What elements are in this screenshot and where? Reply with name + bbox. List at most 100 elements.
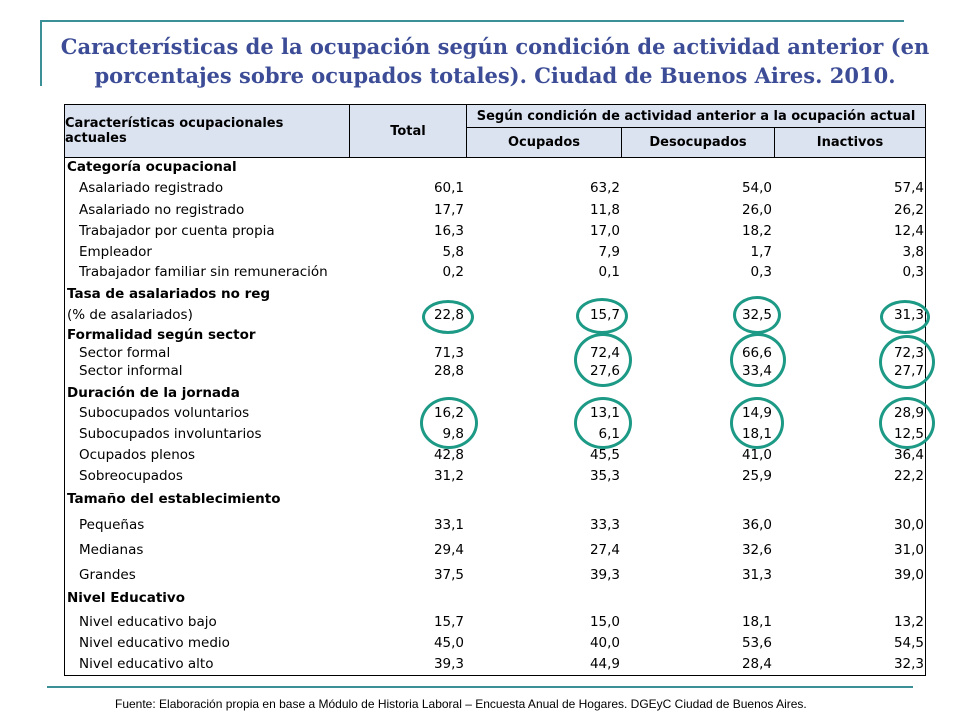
cell-inactivos: 36,4	[893, 447, 924, 463]
cell-ocupados: 0,1	[598, 264, 620, 280]
highlight-circle	[422, 300, 474, 334]
cell-inactivos: 54,5	[893, 635, 924, 651]
cell-ocupados: 15,0	[589, 614, 620, 630]
table-row: Nivel educativo bajo 15,7 15,0 18,1 13,2	[65, 614, 925, 634]
cell-desocupados: 26,0	[741, 202, 772, 218]
cell-desocupados: 25,9	[741, 468, 772, 484]
section-label: Categoría ocupacional	[67, 159, 237, 175]
cell-total: 39,3	[433, 656, 464, 672]
cell-ocupados: 33,3	[589, 517, 620, 533]
header-col-desocupados: Desocupados	[621, 127, 775, 158]
cell-inactivos: 22,2	[893, 468, 924, 484]
cell-total: 33,1	[433, 517, 464, 533]
section-row: Nivel Educativo	[65, 590, 925, 610]
row-label: Nivel educativo alto	[79, 656, 214, 672]
table-row: Trabajador por cuenta propia 16,3 17,0 18,2…	[65, 223, 925, 243]
row-label: Medianas	[79, 542, 144, 558]
cell-desocupados: 41,0	[741, 447, 772, 463]
row-label: (% de asalariados)	[67, 307, 193, 323]
cell-total: 17,7	[433, 202, 464, 218]
highlight-circle	[879, 397, 935, 449]
highlight-circle	[879, 335, 935, 389]
row-label: Empleador	[79, 244, 152, 260]
cell-inactivos: 13,2	[893, 614, 924, 630]
cell-inactivos: 31,0	[893, 542, 924, 558]
cell-inactivos: 32,3	[893, 656, 924, 672]
cell-total: 45,0	[433, 635, 464, 651]
cell-desocupados: 0,3	[750, 264, 772, 280]
table-row: Empleador 5,8 7,9 1,7 3,8	[65, 244, 925, 264]
row-label: Ocupados plenos	[79, 447, 196, 463]
row-label: Nivel educativo bajo	[79, 614, 217, 630]
cell-total: 5,8	[442, 244, 464, 260]
table-row: Asalariado no registrado 17,7 11,8 26,0 26,2	[65, 202, 925, 222]
highlight-circle	[574, 397, 632, 449]
section-row: Duración de la jornada	[65, 385, 925, 405]
source-footnote: Fuente: Elaboración propia en base a Mód…	[115, 697, 807, 711]
section-label: Tamaño del establecimiento	[67, 491, 281, 507]
page-title: Características de la ocupación según co…	[60, 34, 930, 88]
cell-inactivos: 57,4	[893, 180, 924, 196]
header-col-inactivos: Inactivos	[774, 127, 926, 158]
cell-total: 28,8	[433, 363, 464, 379]
row-label: Grandes	[79, 567, 136, 583]
cell-ocupados: 35,3	[589, 468, 620, 484]
cell-inactivos: 30,0	[893, 517, 924, 533]
cell-inactivos: 26,2	[893, 202, 924, 218]
cell-inactivos: 12,4	[893, 223, 924, 239]
header-group: Según condición de actividad anterior a …	[466, 104, 926, 128]
header-col-ocupados: Ocupados	[466, 127, 622, 158]
cell-ocupados: 44,9	[589, 656, 620, 672]
table-row: Grandes 37,5 39,3 31,3 39,0	[65, 567, 925, 587]
cell-desocupados: 54,0	[741, 180, 772, 196]
cell-inactivos: 39,0	[893, 567, 924, 583]
cell-total: 29,4	[433, 542, 464, 558]
cell-desocupados: 53,6	[741, 635, 772, 651]
highlight-circle	[730, 397, 784, 449]
top-rule	[42, 20, 904, 22]
table-row: Sector informal 28,8 27,6 33,4 27,7	[65, 363, 925, 383]
cell-total: 31,2	[433, 468, 464, 484]
header-characteristics: Características ocupacionales actuales	[64, 104, 350, 158]
highlight-circle	[880, 300, 930, 334]
cell-ocupados: 39,3	[589, 567, 620, 583]
cell-ocupados: 40,0	[589, 635, 620, 651]
cell-total: 42,8	[433, 447, 464, 463]
table-row: Nivel educativo alto 39,3 44,9 28,4 32,3	[65, 656, 925, 676]
cell-total: 0,2	[442, 264, 464, 280]
left-rule	[40, 20, 42, 86]
table-row: Sobreocupados 31,2 35,3 25,9 22,2	[65, 468, 925, 488]
header-total: Total	[349, 104, 467, 158]
row-label: Nivel educativo medio	[79, 635, 230, 651]
table-row: Ocupados plenos 42,8 45,5 41,0 36,4	[65, 447, 925, 467]
table-row: Subocupados voluntarios 16,2 13,1 14,9 28,9	[65, 405, 925, 425]
table-row: Subocupados involuntarios 9,8 6,1 18,1 12,5	[65, 426, 925, 446]
highlight-circle	[420, 397, 478, 449]
table-row: Pequeñas 33,1 33,3 36,0 30,0	[65, 517, 925, 537]
section-label: Tasa de asalariados no reg	[67, 286, 271, 302]
cell-ocupados: 17,0	[589, 223, 620, 239]
row-label: Asalariado registrado	[79, 180, 224, 196]
table-row: Medianas 29,4 27,4 32,6 31,0	[65, 542, 925, 562]
row-label: Sector formal	[79, 345, 171, 361]
row-label: Subocupados voluntarios	[79, 405, 250, 421]
cell-inactivos: 3,8	[902, 244, 924, 260]
highlight-circle	[730, 333, 786, 387]
table-row: (% de asalariados) 22,8 15,7 32,5 31,3	[65, 307, 925, 327]
highlight-circle	[574, 333, 632, 387]
row-label: Subocupados involuntarios	[79, 426, 262, 442]
cell-desocupados: 36,0	[741, 517, 772, 533]
cell-inactivos: 0,3	[902, 264, 924, 280]
cell-ocupados: 45,5	[589, 447, 620, 463]
cell-desocupados: 18,2	[741, 223, 772, 239]
cell-desocupados: 32,6	[741, 542, 772, 558]
table-row: Sector formal 71,3 72,4 66,6 72,3	[65, 345, 925, 365]
row-label: Asalariado no registrado	[79, 202, 245, 218]
cell-ocupados: 27,4	[589, 542, 620, 558]
cell-total: 15,7	[433, 614, 464, 630]
row-label: Sector informal	[79, 363, 183, 379]
cell-total: 71,3	[433, 345, 464, 361]
cell-ocupados: 7,9	[598, 244, 620, 260]
bottom-rule	[47, 686, 913, 688]
highlight-circle	[576, 298, 628, 334]
